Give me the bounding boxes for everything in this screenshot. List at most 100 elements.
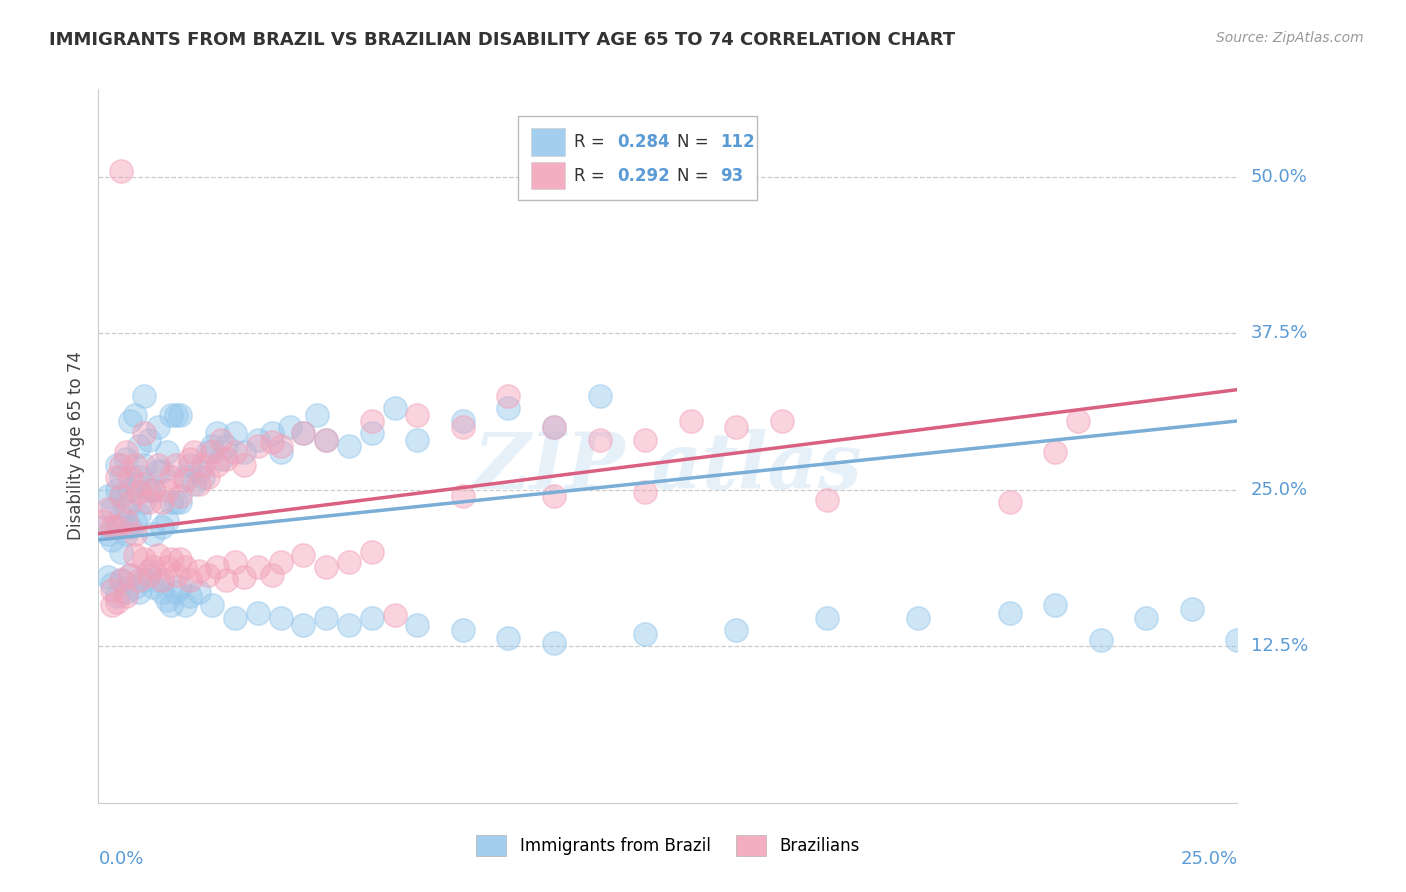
Point <box>224 610 246 624</box>
Point <box>120 568 142 582</box>
Point <box>246 606 269 620</box>
Point <box>114 501 136 516</box>
Point <box>1043 445 1066 459</box>
Point <box>451 420 474 434</box>
Point <box>96 489 118 503</box>
Point <box>233 570 256 584</box>
Point <box>142 581 165 595</box>
Point <box>110 458 132 472</box>
Point <box>132 551 155 566</box>
Point <box>384 401 406 416</box>
Point <box>543 420 565 434</box>
Point <box>132 426 155 441</box>
FancyBboxPatch shape <box>531 162 565 189</box>
Point <box>498 631 520 645</box>
Point <box>187 464 209 478</box>
Point <box>105 483 128 497</box>
Point <box>101 520 124 534</box>
Point <box>246 560 269 574</box>
Point <box>114 526 136 541</box>
Point <box>384 607 406 622</box>
Legend: Immigrants from Brazil, Brazilians: Immigrants from Brazil, Brazilians <box>470 829 866 863</box>
Point <box>278 420 301 434</box>
Point <box>114 514 136 528</box>
Text: R =: R = <box>575 167 610 185</box>
Point <box>815 610 838 624</box>
Point <box>156 483 179 497</box>
Point <box>142 483 165 497</box>
Point <box>150 585 173 599</box>
Point <box>179 573 201 587</box>
Point <box>360 414 382 428</box>
Point <box>187 476 209 491</box>
Text: 0.0%: 0.0% <box>98 850 143 869</box>
Point <box>165 495 187 509</box>
Point <box>588 433 610 447</box>
Point <box>307 408 329 422</box>
Point <box>406 433 429 447</box>
Point <box>998 495 1021 509</box>
Point <box>101 501 124 516</box>
Text: 37.5%: 37.5% <box>1251 325 1309 343</box>
Point <box>128 573 150 587</box>
Point <box>770 414 793 428</box>
FancyBboxPatch shape <box>531 128 565 155</box>
Point <box>146 548 169 562</box>
Point <box>114 445 136 459</box>
Point <box>337 439 360 453</box>
Point <box>224 445 246 459</box>
Point <box>260 426 283 441</box>
Point <box>1067 414 1090 428</box>
Point <box>179 458 201 472</box>
Point <box>725 623 748 637</box>
Point <box>91 520 114 534</box>
Point <box>205 458 228 472</box>
Point <box>815 492 838 507</box>
Point <box>110 489 132 503</box>
Point <box>138 483 160 497</box>
Point <box>543 489 565 503</box>
Point <box>110 163 132 178</box>
Point <box>96 570 118 584</box>
Point <box>360 426 382 441</box>
Point <box>160 408 183 422</box>
Point <box>146 573 169 587</box>
Point <box>110 508 132 522</box>
Point <box>451 489 474 503</box>
Point <box>146 464 169 478</box>
Point <box>337 618 360 632</box>
Point <box>174 560 197 574</box>
Point <box>169 489 191 503</box>
Point <box>142 526 165 541</box>
Point <box>146 420 169 434</box>
Point <box>114 589 136 603</box>
Point <box>183 476 205 491</box>
Point <box>179 589 201 603</box>
Point <box>292 426 315 441</box>
Point <box>105 589 128 603</box>
Point <box>315 433 337 447</box>
Point <box>138 495 160 509</box>
Point <box>101 533 124 547</box>
Point <box>150 573 173 587</box>
Point <box>679 414 702 428</box>
Point <box>174 473 197 487</box>
Point <box>101 576 124 591</box>
Point <box>193 470 215 484</box>
Point <box>205 426 228 441</box>
Point <box>224 556 246 570</box>
Point <box>165 458 187 472</box>
Point <box>124 408 146 422</box>
Text: Source: ZipAtlas.com: Source: ZipAtlas.com <box>1216 31 1364 45</box>
Point <box>270 556 292 570</box>
Point <box>406 618 429 632</box>
Point <box>215 573 238 587</box>
Text: 0.284: 0.284 <box>617 133 671 151</box>
Point <box>105 458 128 472</box>
Text: 25.0%: 25.0% <box>1180 850 1237 869</box>
Point <box>138 568 160 582</box>
Text: 12.5%: 12.5% <box>1251 637 1308 656</box>
Text: 0.292: 0.292 <box>617 167 671 185</box>
Point <box>105 520 128 534</box>
Point <box>187 585 209 599</box>
